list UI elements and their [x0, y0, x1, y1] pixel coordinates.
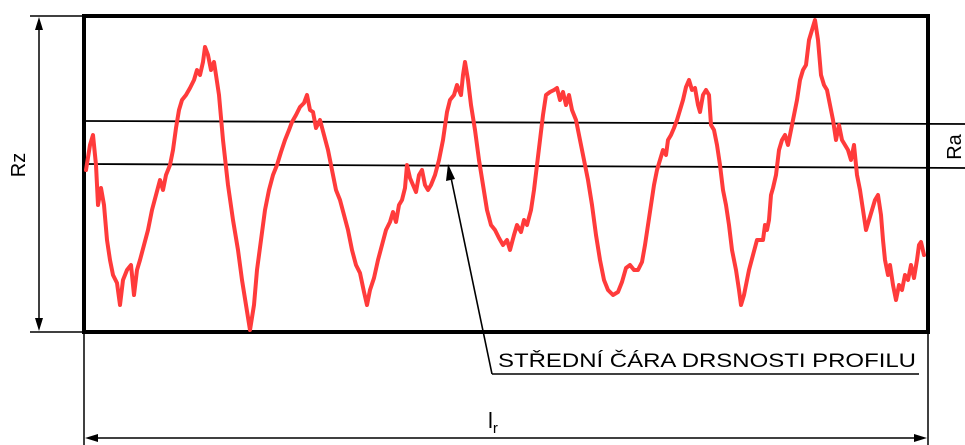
- mean-line-label: STŘEDNÍ ČÁRA DRSNOSTI PROFILU: [498, 350, 916, 372]
- lr-label: lr: [488, 408, 498, 437]
- mean-line: [83, 163, 965, 169]
- ra-label: Ra: [944, 133, 965, 159]
- mean-line-leader: [446, 164, 919, 375]
- roughness-profile-curve: [84, 18, 926, 332]
- rz-label: Rz: [8, 153, 30, 177]
- lr-label-subscript: r: [493, 420, 498, 437]
- profile-frame: [82, 14, 930, 334]
- lr-dimension: [83, 334, 929, 445]
- ra-upper-line: [83, 120, 965, 125]
- rz-dimension: [30, 15, 84, 333]
- lr-label-main: l: [488, 408, 493, 433]
